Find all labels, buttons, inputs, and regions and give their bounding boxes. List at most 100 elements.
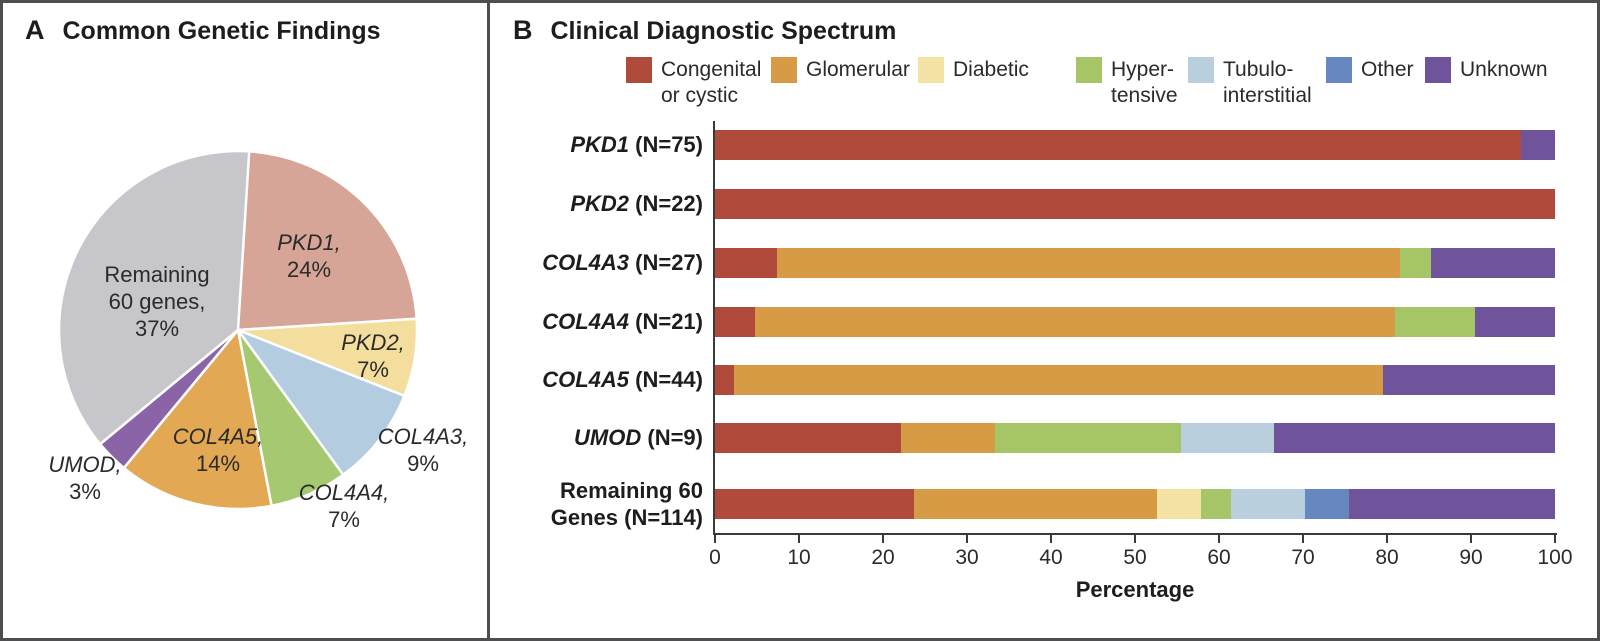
n-count: (N=21) [629,309,703,334]
panel-b-letter: B [513,15,533,45]
stacked-bar-pkd2 [715,189,1555,219]
x-tick-label: 70 [1291,546,1315,569]
pie-label-gene: COL4A4, [298,480,390,505]
pie-chart [57,149,419,511]
pie-label-line: Remaining [104,262,210,287]
n-count: (N=22) [629,191,703,216]
y-axis-line [713,121,715,535]
bar-segment-hypertensive [1399,248,1431,278]
bar-segment-congenital-or-cystic [715,307,756,337]
bar-segment-glomerular [777,248,1400,278]
legend-item-diabetic: Diabetic [918,57,1029,83]
pie-label-umod: UMOD, 3% [15,451,155,505]
pie-label-col4a4: COL4A4, 7% [274,479,414,533]
legend-label: Other [1361,58,1414,81]
pie-slice-col4a5 [122,328,273,511]
pie-label-col4a3: COL4A3, 9% [348,423,498,477]
bar-segment-unknown [1382,365,1555,395]
legend-label: Diabetic [953,58,1029,81]
bar-segment-unknown [1349,489,1555,519]
bar-segment-glomerular [734,365,1383,395]
bar-row-label: PKD1 (N=75) [493,130,703,160]
pie-label-pct: 37% [134,316,180,341]
x-axis-line [713,533,1557,535]
bar-segment-congenital-or-cystic [715,423,902,453]
gene-name: PKD1 [570,132,630,157]
x-tick-label: 20 [871,546,895,569]
pie-label-pct: 24% [286,257,332,282]
x-tick-label: 80 [1375,546,1399,569]
n-count: (N=75) [629,132,703,157]
pie-label-pct: 14% [195,451,241,476]
panel-b-title-text: Clinical Diagnostic Spectrum [550,17,897,45]
bar-segment-hypertensive [1395,307,1476,337]
pie-label-col4a5: COL4A5, 14% [148,423,288,477]
legend-label: Congenital or cystic [661,58,762,107]
pie-label-pct: 7% [357,357,389,382]
n-count: (N=44) [629,367,703,392]
bar-segment-diabetic [1156,489,1202,519]
bar-segment-congenital-or-cystic [715,365,735,395]
legend-item-tubulointerstitial: Tubulo- interstitial [1188,57,1312,109]
x-tick-label: 60 [1207,546,1231,569]
stacked-bar-remaining-60-genes [715,489,1555,519]
gene-name: UMOD [574,425,642,450]
legend-swatch-unknown [1425,57,1451,83]
pie-label-remaining: Remaining 60 genes, 37% [87,261,227,342]
pie-slice-pkd1 [236,149,418,332]
x-tick [1134,535,1136,543]
bar-segment-unknown [1521,130,1555,160]
x-tick [966,535,968,543]
x-tick [882,535,884,543]
panel-a-title-text: Common Genetic Findings [62,17,381,45]
bar-segment-glomerular [914,489,1157,519]
stacked-bar-col4a3 [715,248,1555,278]
stacked-bar-col4a4 [715,307,1555,337]
pie-label-pct: 7% [328,507,360,532]
panel-divider [487,3,490,638]
bar-row-label: COL4A4 (N=21) [493,307,703,337]
x-axis-label: Percentage [1075,577,1195,602]
stacked-bar-pkd1 [715,130,1555,160]
bar-row-label: COL4A3 (N=27) [493,248,703,278]
pie-label-pct: 9% [407,451,439,476]
x-tick-label: 40 [1039,546,1063,569]
pie-label-pkd1: PKD1, 24% [239,229,379,283]
x-tick [1554,535,1556,543]
x-tick-label: 0 [709,546,721,569]
x-tick [1050,535,1052,543]
stacked-bar-col4a5 [715,365,1555,395]
x-tick-label: 50 [1123,546,1147,569]
bar-row-label: COL4A5 (N=44) [493,365,703,395]
bar-segment-unknown [1274,423,1555,453]
legend-label: Tubulo- interstitial [1223,58,1312,107]
bar-segment-unknown [1475,307,1555,337]
x-tick-label: 10 [787,546,811,569]
legend-label: Hyper- tensive [1111,58,1178,107]
legend-swatch-glomerular [771,57,797,83]
gene-name: COL4A5 [542,367,630,392]
bar-segment-glomerular [755,307,1396,337]
x-tick-label: 90 [1459,546,1483,569]
legend-label: Unknown [1460,58,1548,81]
x-tick [1386,535,1388,543]
pie-label-gene: PKD1, [277,230,341,255]
bar-segment-congenital-or-cystic [715,248,778,278]
bar-segment-glomerular [901,423,995,453]
pie-label-gene: UMOD, [48,452,122,477]
x-tick [798,535,800,543]
bar-row-label: PKD2 (N=22) [493,189,703,219]
pie-label-gene: COL4A3, [377,424,469,449]
bar-segment-congenital-or-cystic [715,189,1555,219]
gene-name: PKD2 [570,191,630,216]
legend-item-unknown: Unknown [1425,57,1548,83]
x-tick-label: 100 [1537,546,1573,569]
legend-item-congenital: Congenital or cystic [626,57,761,109]
pie-label-gene: COL4A5, [172,424,264,449]
legend-swatch-congenital [626,57,652,83]
pie-label-line: 60 genes, [108,289,206,314]
bar-segment-congenital-or-cystic [715,489,915,519]
panel-a-title: A Common Genetic Findings [25,15,381,46]
stacked-bar-umod [715,423,1555,453]
